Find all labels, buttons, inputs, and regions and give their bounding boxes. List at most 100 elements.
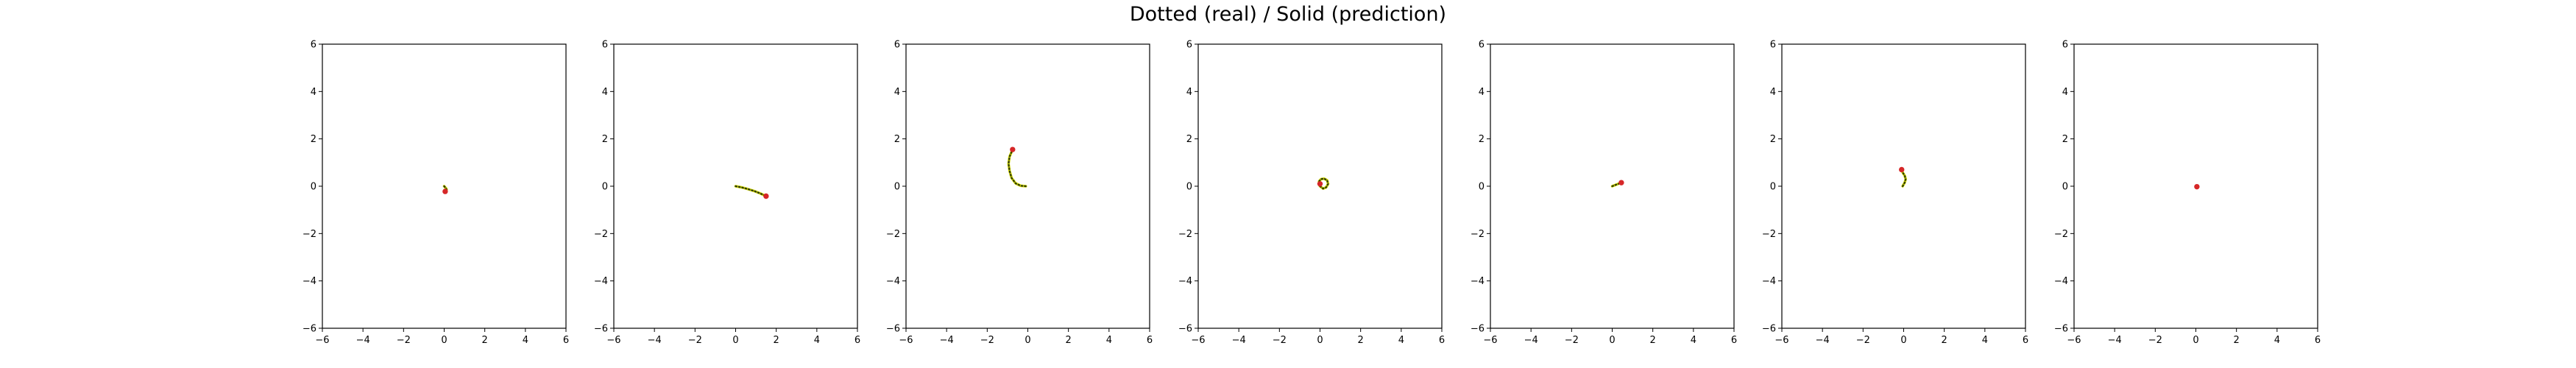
y-tick-label: −4 xyxy=(886,276,900,287)
x-tick-label: −4 xyxy=(648,335,662,346)
x-tick-label: −4 xyxy=(940,335,954,346)
x-tick-label: 6 xyxy=(1439,335,1445,346)
x-tick-label: 6 xyxy=(1147,335,1153,346)
y-tick-label: 4 xyxy=(1479,87,1485,98)
x-tick-label: 2 xyxy=(1358,335,1364,346)
y-tick-label: −6 xyxy=(1471,324,1485,335)
x-tick-label: 6 xyxy=(563,335,569,346)
x-tick-label: −6 xyxy=(606,335,620,346)
y-tick-label: −6 xyxy=(1762,324,1776,335)
x-tick-label: 2 xyxy=(1066,335,1072,346)
y-tick-label: 2 xyxy=(894,134,900,145)
y-tick-label: −2 xyxy=(1471,229,1485,240)
x-tick-label: −2 xyxy=(688,335,702,346)
x-tick-label: −2 xyxy=(1856,335,1870,346)
y-tick-label: −2 xyxy=(2054,229,2068,240)
y-tick-label: −4 xyxy=(1762,276,1776,287)
x-tick-label: 6 xyxy=(1731,335,1737,346)
subplot-3: −6 −4 −2 0 2 4 6 −6 −4 −2 0 2 4 6 xyxy=(886,40,1153,347)
y-tick-label: −2 xyxy=(1762,229,1776,240)
x-tick-label: −4 xyxy=(1816,335,1830,346)
x-tick-label: 0 xyxy=(1900,335,1906,346)
x-tick-label: −4 xyxy=(2108,335,2122,346)
y-tick-label: −4 xyxy=(302,276,316,287)
y-tick-label: 2 xyxy=(1770,134,1776,145)
x-tick-label: −4 xyxy=(1232,335,1246,346)
y-tick-label: 6 xyxy=(602,40,608,51)
x-tick-label: −4 xyxy=(356,335,370,346)
y-tick-label: 4 xyxy=(1770,87,1776,98)
y-tick-label: 6 xyxy=(894,40,900,51)
x-tick-label: 2 xyxy=(1650,335,1656,346)
x-tick-label: 6 xyxy=(854,335,860,346)
x-tick-label: 6 xyxy=(2315,335,2321,346)
x-tick-label: −2 xyxy=(1273,335,1287,346)
y-tick-label: −4 xyxy=(2054,276,2068,287)
subplot-4: −6 −4 −2 0 2 4 6 −6 −4 −2 0 2 4 6 xyxy=(1178,40,1445,347)
x-tick-label: −4 xyxy=(1524,335,1538,346)
real-line xyxy=(1317,177,1329,190)
x-tick-label: 0 xyxy=(1025,335,1030,346)
y-tick-label: 0 xyxy=(894,182,900,193)
real-line xyxy=(1008,149,1027,188)
x-tick-label: 2 xyxy=(2234,335,2240,346)
y-tick-label: −2 xyxy=(302,229,316,240)
y-tick-label: −6 xyxy=(2054,324,2068,335)
subplot-1: −6 −4 −2 0 2 4 6 −6 −4 −2 0 2 4 6 xyxy=(302,40,569,347)
endpoint-marker xyxy=(1010,146,1016,152)
x-tick-label: 4 xyxy=(1982,335,1988,346)
x-tick-label: 4 xyxy=(814,335,820,346)
y-tick-label: 6 xyxy=(1186,40,1192,51)
x-tick-label: −2 xyxy=(1565,335,1579,346)
x-tick-label: −6 xyxy=(899,335,913,346)
y-tick-label: 6 xyxy=(2062,40,2068,51)
x-tick-label: 2 xyxy=(1942,335,1947,346)
y-tick-label: 2 xyxy=(602,134,608,145)
y-tick-label: −2 xyxy=(594,229,608,240)
x-tick-label: 0 xyxy=(2193,335,2198,346)
y-tick-label: −6 xyxy=(1178,324,1192,335)
y-tick-label: −6 xyxy=(302,324,316,335)
x-tick-label: −2 xyxy=(397,335,411,346)
y-tick-label: 4 xyxy=(2062,87,2068,98)
endpoint-marker xyxy=(442,188,448,194)
y-tick-label: 0 xyxy=(311,182,316,193)
x-tick-label: −6 xyxy=(1483,335,1497,346)
x-tick-label: −6 xyxy=(2067,335,2081,346)
y-tick-label: 0 xyxy=(1186,182,1192,193)
y-tick-label: −4 xyxy=(1471,276,1485,287)
x-tick-label: −2 xyxy=(2148,335,2162,346)
x-tick-label: −6 xyxy=(315,335,329,346)
endpoint-marker xyxy=(1317,181,1323,187)
x-tick-label: 4 xyxy=(1691,335,1696,346)
y-tick-label: −2 xyxy=(886,229,900,240)
x-tick-label: 0 xyxy=(732,335,738,346)
x-tick-label: 2 xyxy=(774,335,779,346)
figure-title: Dotted (real) / Solid (prediction) xyxy=(1129,3,1447,26)
endpoint-marker xyxy=(1899,166,1905,173)
y-tick-label: 4 xyxy=(311,87,316,98)
x-tick-label: 6 xyxy=(2023,335,2028,346)
subplot-7: −6 −4 −2 0 2 4 6 −6 −4 −2 0 2 4 6 xyxy=(2054,40,2321,347)
y-tick-label: −4 xyxy=(594,276,608,287)
y-tick-label: 4 xyxy=(602,87,608,98)
y-tick-label: 4 xyxy=(1186,87,1192,98)
x-tick-label: 4 xyxy=(1106,335,1112,346)
x-tick-label: 4 xyxy=(523,335,528,346)
subplot-6: −6 −4 −2 0 2 4 6 −6 −4 −2 0 2 4 6 xyxy=(1762,40,2028,347)
real-line xyxy=(735,185,767,197)
x-tick-label: 0 xyxy=(1317,335,1323,346)
y-tick-label: 2 xyxy=(1479,134,1485,145)
y-tick-label: 2 xyxy=(2062,134,2068,145)
y-tick-label: 6 xyxy=(1770,40,1776,51)
y-tick-label: 0 xyxy=(602,182,608,193)
y-tick-label: 6 xyxy=(1479,40,1485,51)
endpoint-marker xyxy=(763,193,769,199)
y-tick-label: 0 xyxy=(1479,182,1485,193)
x-tick-label: 4 xyxy=(1398,335,1404,346)
y-tick-label: 2 xyxy=(311,134,316,145)
y-tick-label: 6 xyxy=(311,40,316,51)
x-tick-label: 0 xyxy=(441,335,447,346)
y-tick-label: −6 xyxy=(594,324,608,335)
